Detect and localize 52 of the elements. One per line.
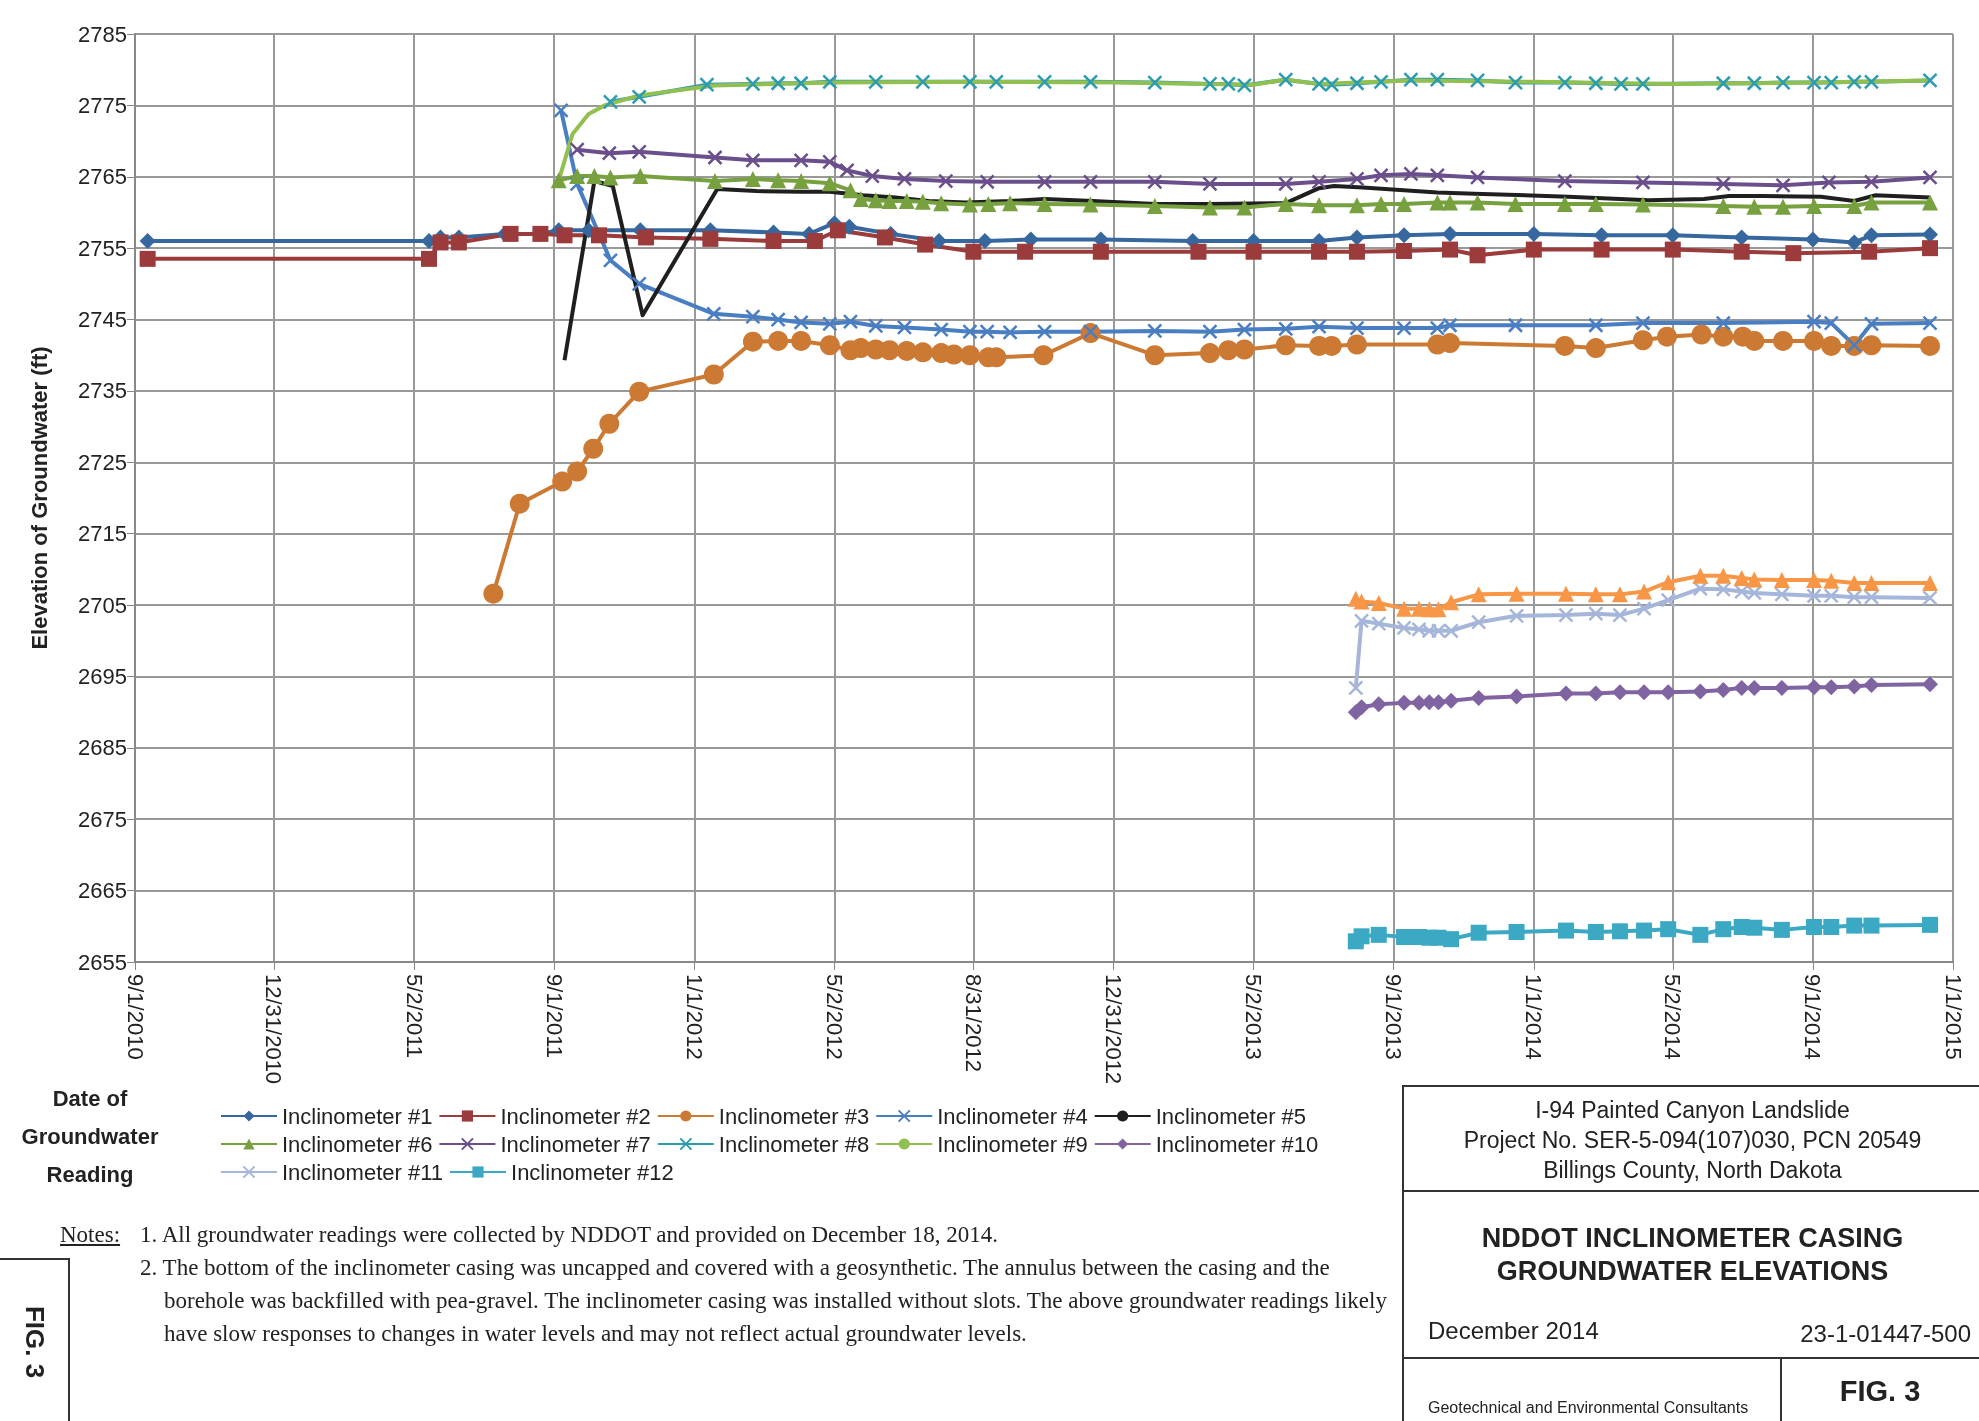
y-tick-label: 2715	[78, 521, 127, 547]
legend-label: Inclinometer #7	[500, 1131, 651, 1157]
legend-label: Inclinometer #3	[718, 1103, 870, 1129]
caption: FIG. 3	[1838, 1375, 1922, 1408]
y-tick-label: 2705	[78, 592, 127, 618]
x-tick-label: 9/1/2013	[1381, 974, 1407, 1060]
y-tick-label: 2695	[78, 663, 127, 689]
x-tick-label: 12/31/2010	[261, 974, 287, 1085]
y-tick-label: 2675	[78, 806, 127, 832]
y-tick-label: 2655	[78, 949, 127, 975]
y-tick-label: 2745	[78, 307, 127, 333]
text: Notes:	[60, 1221, 122, 1249]
text: December 2014	[1428, 1317, 1599, 1345]
x-tick-label: 1/1/2015	[1940, 974, 1966, 1060]
x-tick-label: 1/1/2012	[681, 974, 707, 1060]
text: NDDOT INCLINOMETER CASING GROUNDWATER ELEVATIONS	[1480, 1222, 1905, 1288]
y-tick-label: 2785	[78, 21, 127, 47]
legend-label: Inclinometer #5	[1155, 1103, 1307, 1129]
x-tick-label: 9/1/2014	[1800, 974, 1826, 1060]
text: 23-1-01447-500	[1800, 1320, 1971, 1348]
x-tick-label: 9/1/2011	[541, 974, 567, 1059]
y-tick-label: 2685	[78, 735, 127, 761]
legend-label: Inclinometer #11	[282, 1159, 444, 1185]
legend-label: Inclinometer #2	[500, 1103, 651, 1129]
x-tick-label: 9/1/2010	[122, 974, 148, 1060]
x-tick-label: 8/31/2012	[960, 974, 986, 1072]
x-tick-label: 5/2/2014	[1660, 974, 1686, 1060]
x-tick-label: 5/2/2012	[821, 974, 847, 1060]
x-tick-label: 12/31/2012	[1100, 974, 1126, 1085]
legend-label: Inclinometer #1	[282, 1103, 433, 1129]
y-tick-label: 2725	[78, 449, 127, 475]
text: Geotechnical and Environmental Consultants	[1428, 1399, 1749, 1417]
legend-label: Inclinometer #9	[937, 1131, 1088, 1157]
y-tick-label: 2765	[78, 164, 127, 190]
x-tick-label: 1/1/2014	[1521, 974, 1547, 1060]
x-tick-label: 5/2/2011	[401, 974, 427, 1059]
y-tick-label: 2665	[78, 878, 127, 904]
x-axis-title: Date of Groundwater Reading	[20, 1085, 160, 1189]
text: 2. The bottom of the inclinometer casing was uncapped and covered with a geosynthetic. The annulus between the casing and the borehole was backfilled with pea-gravel. The inclinometer casing was installed without slots. The above groundwater readings likely have slow responses to changes in water levels and may not reflect actual groundwater levels.	[140, 1254, 1388, 1348]
y-tick-label: 2775	[78, 92, 127, 118]
legend-label: Inclinometer #6	[282, 1131, 433, 1157]
legend-label: Inclinometer #8	[718, 1131, 870, 1157]
legend-label: Inclinometer #12	[511, 1159, 674, 1185]
y-axis-title: Elevation of Groundwater (ft)	[26, 346, 52, 650]
x-tick-label: 5/2/2013	[1241, 974, 1267, 1060]
legend-label: Inclinometer #4	[937, 1103, 1088, 1129]
legend-label: Inclinometer #10	[1155, 1131, 1319, 1157]
text: 1. All groundwater readings were collected by NDDOT and provided on December 18, 2014.	[140, 1221, 999, 1249]
y-tick-label: 2735	[78, 378, 127, 404]
y-tick-label: 2755	[78, 235, 127, 261]
text: I-94 Painted Canyon Landslide Project No. SER-5-094(107)030, PCN 20549 Billings County, North Dakota	[1462, 1096, 1923, 1185]
caption: FIG. 3	[18, 1305, 50, 1379]
